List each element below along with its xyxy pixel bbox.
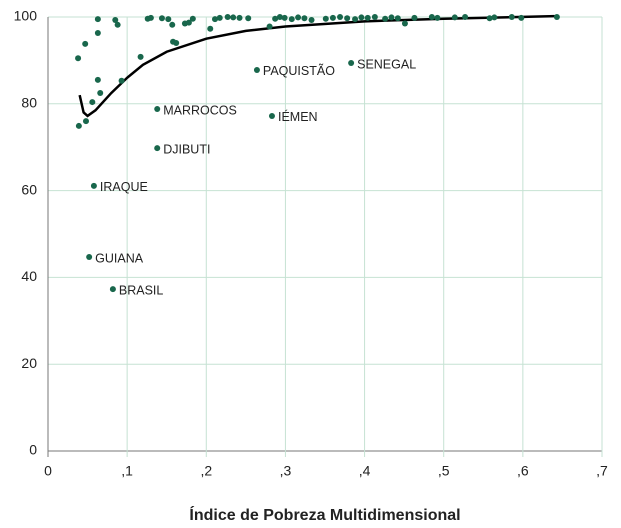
point: [434, 14, 441, 21]
point: [352, 16, 359, 23]
point: [268, 112, 275, 119]
point: [451, 14, 458, 21]
y-tick-label: 0: [29, 442, 37, 458]
point-label: PAQUISTÃO: [263, 64, 335, 78]
point: [216, 14, 223, 21]
point: [491, 14, 498, 21]
y-tick-label: 60: [21, 181, 37, 197]
point: [147, 14, 154, 21]
point: [82, 118, 89, 125]
point: [109, 286, 116, 293]
point: [118, 77, 125, 84]
point: [94, 30, 101, 37]
point-label: DJIBUTI: [163, 142, 210, 156]
point: [154, 145, 161, 152]
point: [154, 106, 161, 113]
point: [94, 16, 101, 23]
point-label: MARROCOS: [163, 103, 237, 117]
point-label: IÉMEN: [278, 109, 318, 124]
point-label: BRASIL: [119, 283, 164, 297]
y-tick-label: 40: [21, 268, 37, 284]
point: [75, 122, 82, 129]
y-tick-label: 80: [21, 95, 37, 111]
x-tick-label: ,5: [438, 463, 450, 479]
point: [211, 16, 218, 23]
point: [364, 14, 371, 21]
point: [388, 14, 395, 21]
point: [112, 17, 119, 24]
point: [245, 15, 252, 22]
point: [394, 15, 401, 22]
x-tick-label: 0: [44, 463, 52, 479]
y-tick-label: 100: [14, 8, 38, 24]
point: [89, 99, 96, 106]
point: [90, 182, 97, 189]
point: [137, 53, 144, 60]
x-tick-label: ,7: [596, 463, 608, 479]
point: [158, 15, 165, 22]
point: [173, 40, 180, 47]
point: [230, 14, 237, 21]
point: [371, 14, 378, 20]
point: [165, 16, 172, 23]
fit-line: [78, 14, 555, 118]
point: [86, 254, 93, 261]
point: [308, 17, 315, 24]
x-tick-label: ,2: [200, 463, 212, 479]
point: [301, 15, 308, 22]
y-tick-label: 20: [21, 355, 37, 371]
x-tick-label: ,1: [121, 463, 133, 479]
point: [344, 15, 351, 22]
point: [288, 16, 295, 23]
point: [276, 14, 283, 20]
point: [295, 14, 302, 21]
point-label: GUIANA: [95, 251, 144, 265]
point: [329, 14, 336, 21]
point-label: SENEGAL: [357, 57, 416, 71]
x-tick-label: ,6: [517, 463, 529, 479]
point: [348, 60, 355, 67]
point: [114, 21, 121, 28]
point: [75, 55, 82, 62]
point: [337, 14, 344, 20]
point: [266, 23, 273, 30]
point: [322, 15, 329, 22]
x-axis-label: Índice de Pobreza Multidimensional: [189, 505, 460, 524]
point: [224, 14, 231, 20]
point-label: IRAQUE: [100, 180, 148, 194]
point: [462, 14, 469, 20]
point: [94, 76, 101, 83]
point: [253, 66, 260, 73]
point: [486, 15, 493, 22]
point: [518, 14, 525, 21]
point: [97, 89, 104, 96]
point: [508, 14, 515, 20]
point: [411, 14, 418, 21]
point: [553, 14, 560, 20]
point: [382, 15, 389, 22]
x-tick-label: ,4: [359, 463, 371, 479]
point: [169, 21, 176, 28]
point: [82, 40, 89, 47]
point: [401, 20, 408, 27]
x-tick-label: ,3: [280, 463, 292, 479]
point: [189, 15, 196, 22]
point: [281, 14, 288, 21]
point: [428, 14, 435, 20]
point: [236, 14, 243, 21]
point: [207, 25, 214, 32]
point: [358, 14, 365, 21]
point: [272, 15, 279, 22]
point: [185, 19, 192, 26]
